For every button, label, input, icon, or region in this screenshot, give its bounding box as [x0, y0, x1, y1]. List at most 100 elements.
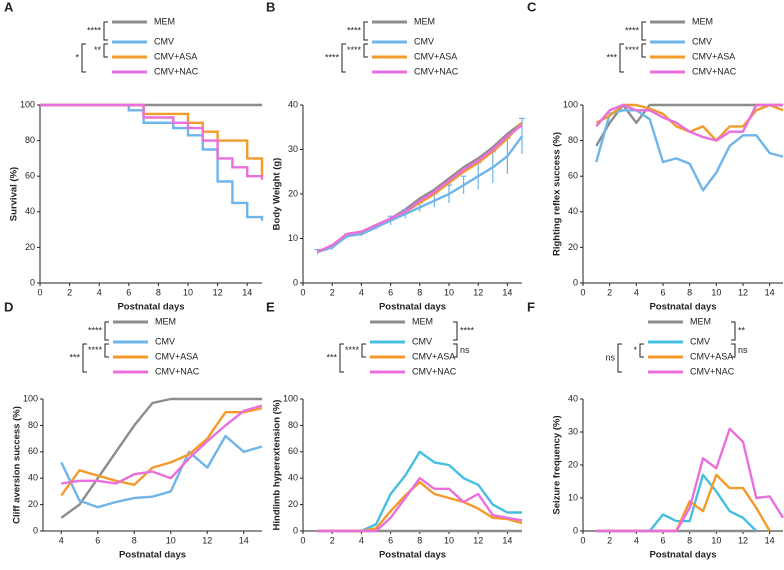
- sig-label: ns: [605, 352, 615, 362]
- x-axis-label: Postnatal days: [379, 550, 446, 561]
- x-tick-label: 8: [687, 535, 692, 545]
- x-tick-label: 8: [156, 287, 161, 297]
- y-tick-label: 100: [283, 393, 298, 403]
- x-tick-label: 12: [738, 287, 748, 297]
- x-tick-label: 4: [634, 287, 639, 297]
- x-tick-label: 6: [660, 287, 665, 297]
- legend-label: CMV: [155, 336, 175, 346]
- y-axis-label: Hindlimb hyperextension (%): [272, 400, 283, 531]
- x-tick-label: 2: [67, 287, 72, 297]
- sig-bracket: [453, 321, 458, 341]
- x-tick-label: 14: [765, 287, 775, 297]
- sig-bracket: [103, 21, 108, 41]
- series-line: [60, 434, 263, 509]
- x-tick-label: 12: [202, 535, 212, 545]
- x-tick-label: 12: [738, 535, 748, 545]
- sig-bracket: [361, 343, 366, 358]
- x-tick-label: 14: [502, 535, 512, 545]
- legend-label: CMV: [414, 36, 434, 46]
- x-tick-label: 8: [132, 535, 137, 545]
- sig-label: ns: [738, 345, 748, 355]
- y-tick-label: 0: [293, 525, 298, 535]
- sig-bracket: [341, 43, 346, 73]
- series-line: [596, 427, 784, 533]
- sig-label: ***: [69, 352, 80, 362]
- sig-bracket: [639, 343, 644, 358]
- y-tick-label: 40: [568, 393, 578, 403]
- panel-letter: A: [4, 0, 14, 14]
- x-tick-label: 2: [330, 287, 335, 297]
- y-tick-label: 40: [568, 206, 578, 216]
- y-tick-label: 20: [568, 459, 578, 469]
- sig-bracket: [617, 343, 622, 373]
- sig-label: ****: [88, 345, 103, 355]
- sig-label: ***: [326, 352, 337, 362]
- sig-label: ****: [345, 345, 360, 355]
- sig-bracket: [641, 43, 646, 58]
- x-tick-label: 2: [330, 535, 335, 545]
- sig-bracket: [104, 321, 109, 341]
- legend-label: MEM: [412, 316, 433, 326]
- x-tick-label: 10: [183, 287, 193, 297]
- y-axis-label: Body Weight (g): [272, 158, 283, 231]
- survival-step: [40, 103, 264, 177]
- y-tick-label: 10: [568, 492, 578, 502]
- y-axis-label: Righting reflex success (%): [552, 132, 563, 256]
- y-tick-label: 100: [20, 99, 35, 109]
- x-tick-label: 6: [388, 287, 393, 297]
- y-tick-label: 10: [288, 233, 298, 243]
- x-tick-label: 6: [388, 535, 393, 545]
- series-line: [317, 124, 523, 253]
- y-tick-label: 20: [288, 188, 298, 198]
- sig-label: ****: [87, 25, 102, 35]
- x-axis-label: Postnatal days: [649, 302, 716, 313]
- x-tick-label: 14: [765, 535, 775, 545]
- legend-label: CMV+ASA: [154, 51, 197, 61]
- y-tick-label: 60: [288, 446, 298, 456]
- sig-label: **: [94, 45, 102, 55]
- x-tick-label: 0: [37, 287, 42, 297]
- legend-label: CMV+ASA: [690, 351, 733, 361]
- sig-label: ***: [606, 52, 617, 62]
- x-tick-label: 4: [634, 535, 639, 545]
- legend-label: CMV+NAC: [412, 366, 457, 376]
- panel-letter: B: [266, 0, 275, 14]
- sig-bracket: [619, 43, 624, 73]
- y-tick-label: 60: [568, 171, 578, 181]
- y-tick-label: 20: [25, 242, 35, 252]
- y-tick-label: 0: [30, 277, 35, 287]
- legend-label: CMV+NAC: [690, 366, 735, 376]
- x-axis-label: Postnatal days: [117, 302, 184, 313]
- y-tick-label: 0: [33, 525, 38, 535]
- panel-letter: D: [4, 299, 13, 314]
- y-tick-label: 20: [568, 242, 578, 252]
- sig-label: ****: [88, 325, 103, 335]
- sig-bracket: [339, 343, 344, 373]
- sig-bracket: [731, 321, 736, 341]
- panel-letter: F: [527, 299, 535, 314]
- sig-label: ****: [625, 45, 640, 55]
- x-tick-label: 14: [502, 287, 512, 297]
- legend-label: CMV: [154, 36, 174, 46]
- y-tick-label: 60: [25, 171, 35, 181]
- legend-label: MEM: [155, 316, 176, 326]
- sig-label: ****: [460, 325, 475, 335]
- series-line: [596, 473, 758, 533]
- legend-label: CMV+NAC: [154, 66, 199, 76]
- series-line: [61, 404, 263, 485]
- y-tick-label: 30: [288, 144, 298, 154]
- sig-bracket: [641, 21, 646, 41]
- sig-bracket: [453, 343, 458, 358]
- y-tick-label: 60: [28, 446, 38, 456]
- x-tick-label: 14: [239, 535, 249, 545]
- x-tick-label: 4: [59, 535, 64, 545]
- legend-label: CMV: [690, 336, 710, 346]
- x-tick-label: 12: [473, 535, 483, 545]
- y-tick-label: 40: [28, 473, 38, 483]
- sig-bracket: [731, 343, 736, 358]
- x-tick-label: 6: [660, 535, 665, 545]
- x-tick-label: 10: [444, 535, 454, 545]
- y-tick-label: 0: [293, 277, 298, 287]
- legend-label: CMV+NAC: [692, 66, 737, 76]
- error-bar: [460, 175, 467, 194]
